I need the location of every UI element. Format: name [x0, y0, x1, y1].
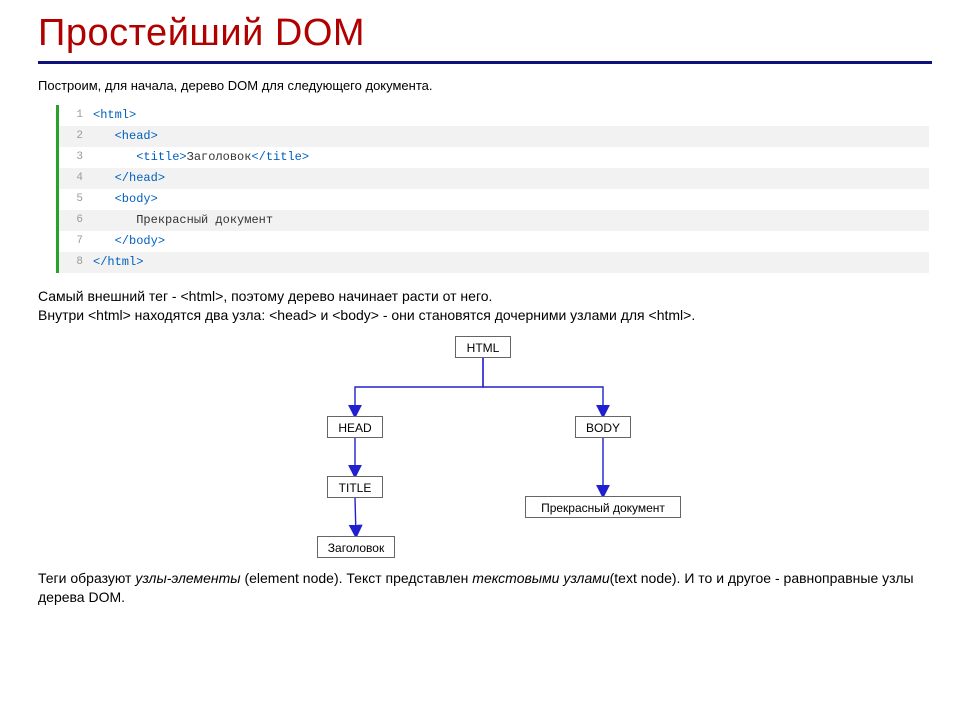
slide: Простейший DOM Построим, для начала, дер… [0, 0, 960, 720]
intro-text: Построим, для начала, дерево DOM для сле… [38, 78, 932, 93]
code-content: <head> [93, 126, 158, 147]
para2-b: находятся два узла: [131, 307, 269, 323]
code-content: </head> [93, 168, 165, 189]
tree-node-body: BODY [575, 416, 631, 438]
code-content: Прекрасный документ [93, 210, 273, 231]
tree-node-title: TITLE [327, 476, 383, 498]
code-line: 1<html> [59, 105, 929, 126]
line-number: 3 [59, 147, 93, 168]
para1-b: , поэтому дерево начинает расти от него. [223, 288, 492, 304]
code-content: <html> [93, 105, 136, 126]
code-line: 3 <title>Заголовок</title> [59, 147, 929, 168]
code-line: 7 </body> [59, 231, 929, 252]
tree-node-html: HTML [455, 336, 511, 358]
para2-c: и [317, 307, 333, 323]
para2-d: - они становятся дочерними узлами для [379, 307, 649, 323]
para1-tag1: <html> [181, 288, 224, 304]
para2-a: Внутри [38, 307, 88, 323]
title-rule [38, 61, 932, 64]
dom-tree-diagram: HTML HEAD BODY TITLE Прекрасный документ Заго… [225, 331, 745, 561]
footer-paragraph: Теги образуют узлы-элементы (element nod… [38, 569, 932, 607]
footer-a: Теги образуют [38, 570, 135, 586]
page-title: Простейший DOM [38, 12, 932, 55]
para1-a: Самый внешний тег - [38, 288, 181, 304]
code-line: 4 </head> [59, 168, 929, 189]
code-line: 2 <head> [59, 126, 929, 147]
para2-e: . [691, 307, 695, 323]
line-number: 1 [59, 105, 93, 126]
code-content: <title>Заголовок</title> [93, 147, 309, 168]
code-line: 8</html> [59, 252, 929, 273]
footer-b: (element node). Текст представлен [241, 570, 473, 586]
paragraph-1: Самый внешний тег - <html>, поэтому дере… [38, 287, 932, 325]
line-number: 4 [59, 168, 93, 189]
code-block: 1<html>2 <head>3 <title>Заголовок</title… [56, 105, 929, 273]
code-content: </html> [93, 252, 143, 273]
code-content: <body> [93, 189, 158, 210]
line-number: 2 [59, 126, 93, 147]
tree-node-txt2: Прекрасный документ [525, 496, 681, 518]
line-number: 7 [59, 231, 93, 252]
line-number: 6 [59, 210, 93, 231]
para2-tag3: <body> [332, 307, 379, 323]
tree-node-txt1: Заголовок [317, 536, 395, 558]
para2-tag1: <html> [88, 307, 131, 323]
code-line: 6 Прекрасный документ [59, 210, 929, 231]
footer-i2: текстовыми узлами [472, 570, 609, 586]
code-content: </body> [93, 231, 165, 252]
code-line: 5 <body> [59, 189, 929, 210]
tree-node-head: HEAD [327, 416, 383, 438]
footer-i1: узлы-элементы [135, 570, 240, 586]
para2-tag2: <head> [269, 307, 317, 323]
para2-tag4: <html> [649, 307, 692, 323]
line-number: 5 [59, 189, 93, 210]
line-number: 8 [59, 252, 93, 273]
